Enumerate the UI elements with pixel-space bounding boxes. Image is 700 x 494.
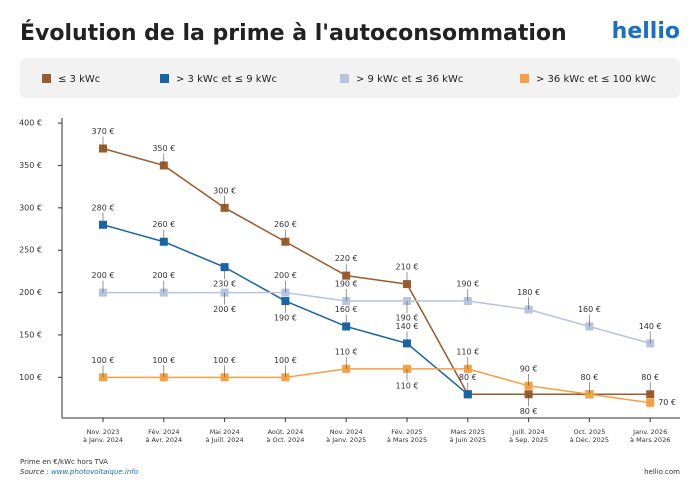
legend-label: > 36 kWc et ≤ 100 kWc <box>536 74 656 85</box>
x-tick-label-line: Fév. 2024 <box>148 428 179 436</box>
data-point <box>463 390 472 399</box>
value-label: 300 € <box>213 186 236 195</box>
value-label: 80 € <box>641 373 659 382</box>
source-label: Source : <box>20 468 51 476</box>
value-label: 180 € <box>517 288 540 297</box>
value-label: 80 € <box>520 407 538 416</box>
series-line <box>103 368 651 404</box>
x-tick-label-line: à Juill. 2024 <box>206 436 244 444</box>
legend-marker <box>340 74 349 83</box>
value-label: 100 € <box>92 356 115 365</box>
value-label: 190 € <box>274 314 297 323</box>
x-tick-label: Nov. 2024 à Janv. 2025 <box>326 428 366 444</box>
value-label: 190 € <box>456 280 479 289</box>
x-tick-label-line: à Janv. 2025 <box>326 436 366 444</box>
x-tick-label-line: Janv. 2026 <box>632 428 667 436</box>
value-label: 200 € <box>152 271 175 280</box>
x-tick-label-line: à Janv. 2024 <box>83 436 123 444</box>
value-label: 190 € <box>335 280 358 289</box>
value-label: 90 € <box>520 364 538 373</box>
footer-site: hellio.com <box>644 468 680 476</box>
value-label: 220 € <box>335 254 358 263</box>
value-label: 200 € <box>92 271 115 280</box>
x-tick-label: Oct. 2025 à Déc. 2025 <box>570 428 609 444</box>
x-tick-label-line: Nov. 2023 <box>87 428 120 436</box>
value-label: 100 € <box>274 356 297 365</box>
x-tick-label-line: à Déc. 2025 <box>570 436 609 444</box>
x-tick-label-line: Août. 2024 <box>268 428 304 436</box>
legend-box <box>20 58 680 98</box>
legend-label: > 3 kWc et ≤ 9 kWc <box>176 74 277 85</box>
value-label: 370 € <box>92 127 115 136</box>
x-tick-label: Janv. 2026 à Mars 2026 <box>630 428 670 444</box>
x-tick-label-line: à Oct. 2024 <box>266 436 304 444</box>
value-label: 200 € <box>274 271 297 280</box>
x-tick-label: Fév. 2025 à Mars 2025 <box>387 428 427 444</box>
legend-marker <box>520 74 529 83</box>
value-label: 80 € <box>459 373 477 382</box>
x-tick-label-line: Oct. 2025 <box>573 428 605 436</box>
x-tick-label: Nov. 2023 à Janv. 2024 <box>83 428 123 444</box>
legend-marker <box>160 74 169 83</box>
x-tick-label-line: à Juin 2025 <box>449 436 486 444</box>
value-label: 230 € <box>213 280 236 289</box>
legend-label: > 9 kWc et ≤ 36 kWc <box>356 74 463 85</box>
y-tick-label: 350 € <box>19 161 42 170</box>
legend-label: ≤ 3 kWc <box>58 74 100 85</box>
value-label: 110 € <box>456 347 479 356</box>
x-tick-label: Juill. 2024 à Sep. 2025 <box>509 428 548 444</box>
value-label: 100 € <box>152 356 175 365</box>
source-link[interactable]: www.photovoltaique.info <box>51 468 138 476</box>
x-tick-label: Août. 2024 à Oct. 2024 <box>266 428 304 444</box>
x-tick-label-line: Mars 2025 <box>451 428 485 436</box>
value-label: 160 € <box>335 305 358 314</box>
series-line <box>103 291 651 345</box>
x-tick-label-line: à Sep. 2025 <box>509 436 548 444</box>
x-tick-label-line: à Mars 2026 <box>630 436 670 444</box>
y-tick-label: 400 € <box>19 119 42 128</box>
value-label: 190 € <box>396 314 419 323</box>
y-tick-label: 100 € <box>19 373 42 382</box>
x-tick-label-line: Fév. 2025 <box>391 428 422 436</box>
value-label: 160 € <box>578 305 601 314</box>
y-tick-label: 200 € <box>19 288 42 297</box>
x-tick-label-line: Nov. 2024 <box>330 428 363 436</box>
title: Évolution de la prime à l'autoconsommati… <box>20 20 567 46</box>
x-tick-label: Fév. 2024 à Avr. 2024 <box>145 428 182 444</box>
value-label: 80 € <box>580 373 598 382</box>
value-label: 260 € <box>274 220 297 229</box>
value-label: 280 € <box>92 203 115 212</box>
x-tick-label-line: Juill. 2024 <box>512 428 545 436</box>
x-tick-label: Mars 2025 à Juin 2025 <box>449 428 486 444</box>
value-label: 100 € <box>213 356 236 365</box>
y-tick-label: 150 € <box>19 330 42 339</box>
value-label: 140 € <box>639 322 662 331</box>
value-label: 70 € <box>658 398 676 407</box>
value-label: 260 € <box>152 220 175 229</box>
x-tick-label: Mai 2024 à Juill. 2024 <box>206 428 244 444</box>
value-label: 140 € <box>396 322 419 331</box>
value-label: 110 € <box>396 381 419 390</box>
y-tick-label: 250 € <box>19 246 42 255</box>
x-tick-label-line: à Mars 2025 <box>387 436 427 444</box>
value-label: 110 € <box>335 347 358 356</box>
y-tick-label: 300 € <box>19 203 42 212</box>
footer-note: Prime en €/kWc hors TVA <box>20 458 108 466</box>
logo: hellio <box>612 19 680 44</box>
value-label: 210 € <box>396 263 419 272</box>
data-point <box>646 398 655 407</box>
footer-source: Source : www.photovoltaique.info <box>20 468 138 476</box>
x-tick-label-line: à Avr. 2024 <box>145 436 182 444</box>
series-line <box>102 147 651 396</box>
legend-marker <box>42 74 51 83</box>
value-label: 350 € <box>152 144 175 153</box>
x-tick-label-line: Mai 2024 <box>210 428 240 436</box>
value-label: 200 € <box>213 305 236 314</box>
